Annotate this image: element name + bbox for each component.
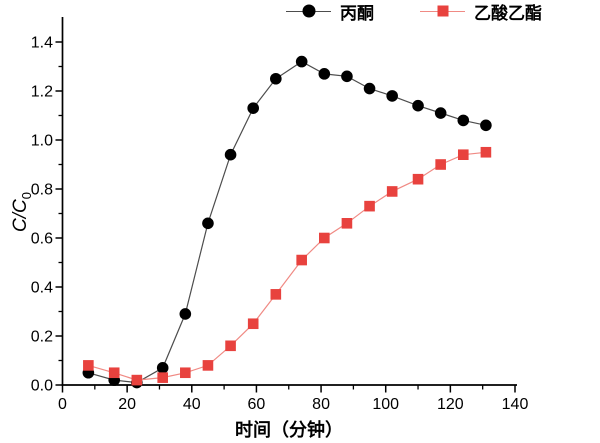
acetone-data-point bbox=[480, 119, 492, 132]
ethyl-acetate-data-point bbox=[180, 367, 191, 379]
ethyl-acetate-data-point bbox=[480, 146, 492, 158]
ethyl-acetate-data-point bbox=[435, 159, 446, 170]
ethyl-acetate-data-point bbox=[202, 360, 214, 371]
y-tick-label: 1.2 bbox=[31, 84, 53, 101]
ethyl-acetate-square-marker-icon bbox=[437, 5, 448, 17]
ethyl-acetate-data-point bbox=[412, 173, 424, 185]
ethyl-acetate-line-square-marker-icon bbox=[420, 4, 465, 19]
acetone-data-point bbox=[156, 362, 169, 374]
ethyl-acetate-data-point bbox=[341, 218, 353, 229]
chart-legend: 丙酮 乙酸乙酯 bbox=[286, 0, 542, 24]
ethyl-acetate-data-point bbox=[319, 232, 330, 244]
acetone-data-point bbox=[224, 148, 237, 161]
acetone-data-point bbox=[363, 82, 376, 95]
y-tick-label: 1.4 bbox=[31, 35, 53, 52]
y-axis-title: C/C0 bbox=[10, 156, 36, 268]
acetone-data-point bbox=[457, 114, 470, 127]
acetone-data-point bbox=[412, 99, 424, 112]
y-tick-label: 0.4 bbox=[31, 280, 53, 297]
legend-item-ethyl-acetate: 乙酸乙酯 bbox=[420, 0, 542, 24]
acetone-series-line bbox=[88, 60, 487, 384]
acetone-data-point bbox=[318, 68, 331, 80]
acetone-data-point bbox=[341, 70, 353, 83]
legend-label-acetone: 丙酮 bbox=[340, 3, 374, 23]
x-tick-label: 100 bbox=[372, 396, 399, 413]
ethyl-acetate-data-point bbox=[157, 372, 168, 383]
acetone-data-point bbox=[386, 90, 398, 102]
y-tick-label: 0.8 bbox=[31, 182, 53, 199]
acetone-data-point bbox=[270, 72, 282, 85]
ethyl-acetate-data-point bbox=[386, 186, 398, 197]
acetone-data-point bbox=[434, 107, 447, 119]
legend-item-acetone: 丙酮 bbox=[286, 0, 374, 24]
x-axis-title: 时间（分钟） bbox=[235, 420, 343, 440]
acetone-data-point bbox=[202, 217, 214, 230]
y-axis-title-main: C/C bbox=[10, 199, 31, 232]
ethyl-acetate-data-point bbox=[247, 318, 259, 330]
acetone-data-point bbox=[179, 308, 192, 320]
ethyl-acetate-data-point bbox=[457, 149, 469, 160]
ethyl-acetate-data-point bbox=[83, 360, 94, 371]
y-axis-title-sub: 0 bbox=[18, 192, 34, 200]
ethyl-acetate-data-point bbox=[364, 200, 375, 212]
x-tick-label: 80 bbox=[312, 396, 330, 413]
ethyl-acetate-data-point bbox=[296, 254, 307, 266]
acetone-data-point bbox=[247, 102, 259, 114]
x-tick-label: 60 bbox=[248, 396, 266, 413]
acetone-line-circle-marker-icon bbox=[286, 4, 331, 19]
ethyl-acetate-data-point bbox=[108, 367, 120, 379]
x-tick-label: 40 bbox=[183, 396, 201, 413]
ethyl-acetate-series-line bbox=[88, 151, 486, 381]
legend-label-ethyl-acetate: 乙酸乙酯 bbox=[474, 3, 542, 23]
ethyl-acetate-data-point bbox=[270, 289, 282, 300]
acetone-circle-marker-icon bbox=[302, 4, 315, 18]
y-tick-label: 0.2 bbox=[31, 329, 53, 346]
ethyl-acetate-data-point bbox=[131, 374, 143, 386]
x-tick-label: 120 bbox=[437, 396, 464, 413]
ethyl-acetate-data-point bbox=[225, 340, 236, 352]
x-tick-label: 20 bbox=[118, 396, 136, 413]
y-tick-label: 1.0 bbox=[31, 133, 53, 150]
y-tick-label: 0.0 bbox=[31, 378, 53, 395]
x-tick-label: 140 bbox=[502, 396, 529, 413]
x-tick-label: 0 bbox=[58, 396, 67, 413]
acetone-data-point bbox=[295, 55, 308, 68]
y-tick-label: 0.6 bbox=[31, 231, 53, 248]
